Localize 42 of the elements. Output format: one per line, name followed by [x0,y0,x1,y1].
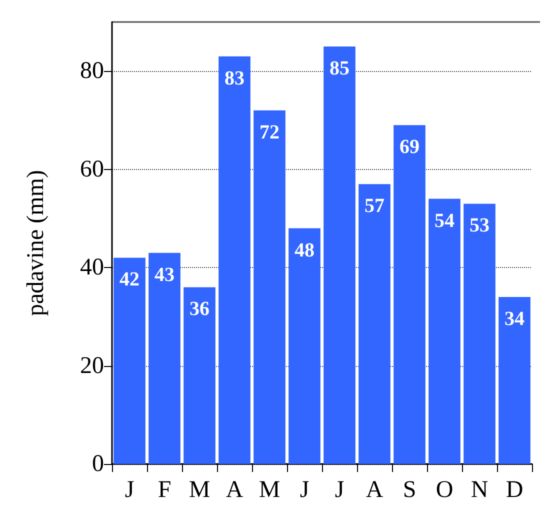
data-label: 34 [504,308,524,330]
x-tick-label: F [158,477,172,503]
bar [288,228,320,464]
data-label: 42 [120,268,140,291]
x-tick-label: O [436,477,454,503]
x-tick-label: S [402,477,416,503]
y-tick-label: 80 [80,58,104,84]
x-tick-label: J [124,477,134,503]
bar [114,258,146,464]
data-label: 53 [470,214,490,237]
bar [324,46,356,464]
data-label: 36 [190,298,210,320]
bar [428,198,460,464]
bar [218,56,250,464]
data-label: 57 [364,195,384,218]
data-label: 54 [434,210,454,232]
x-tick-label: J [300,477,310,503]
bar [358,184,390,464]
y-tick-label: 40 [80,254,104,281]
bar [394,125,426,464]
y-axis-title: padavine (mm) [23,170,49,316]
y-tick-label: 20 [80,352,104,379]
data-label: 69 [400,136,420,158]
bar [498,297,530,464]
data-label: 83 [224,67,244,90]
y-tick-label: 60 [80,156,104,182]
data-label: 72 [260,121,280,144]
x-tick-label: A [226,477,244,503]
y-tick-label: 0 [92,451,104,477]
bar [254,110,286,464]
x-tick-label: A [366,477,384,503]
x-tick-label: M [188,477,210,503]
x-tick-label: N [470,477,488,503]
data-label: 48 [294,239,314,262]
x-tick-label: D [506,477,524,503]
bar [184,287,216,464]
bar [464,204,496,464]
data-label: 43 [154,264,174,286]
data-label: 85 [330,58,350,80]
bar [148,252,180,464]
x-tick-label: M [258,477,280,503]
x-tick-label: J [334,477,344,503]
